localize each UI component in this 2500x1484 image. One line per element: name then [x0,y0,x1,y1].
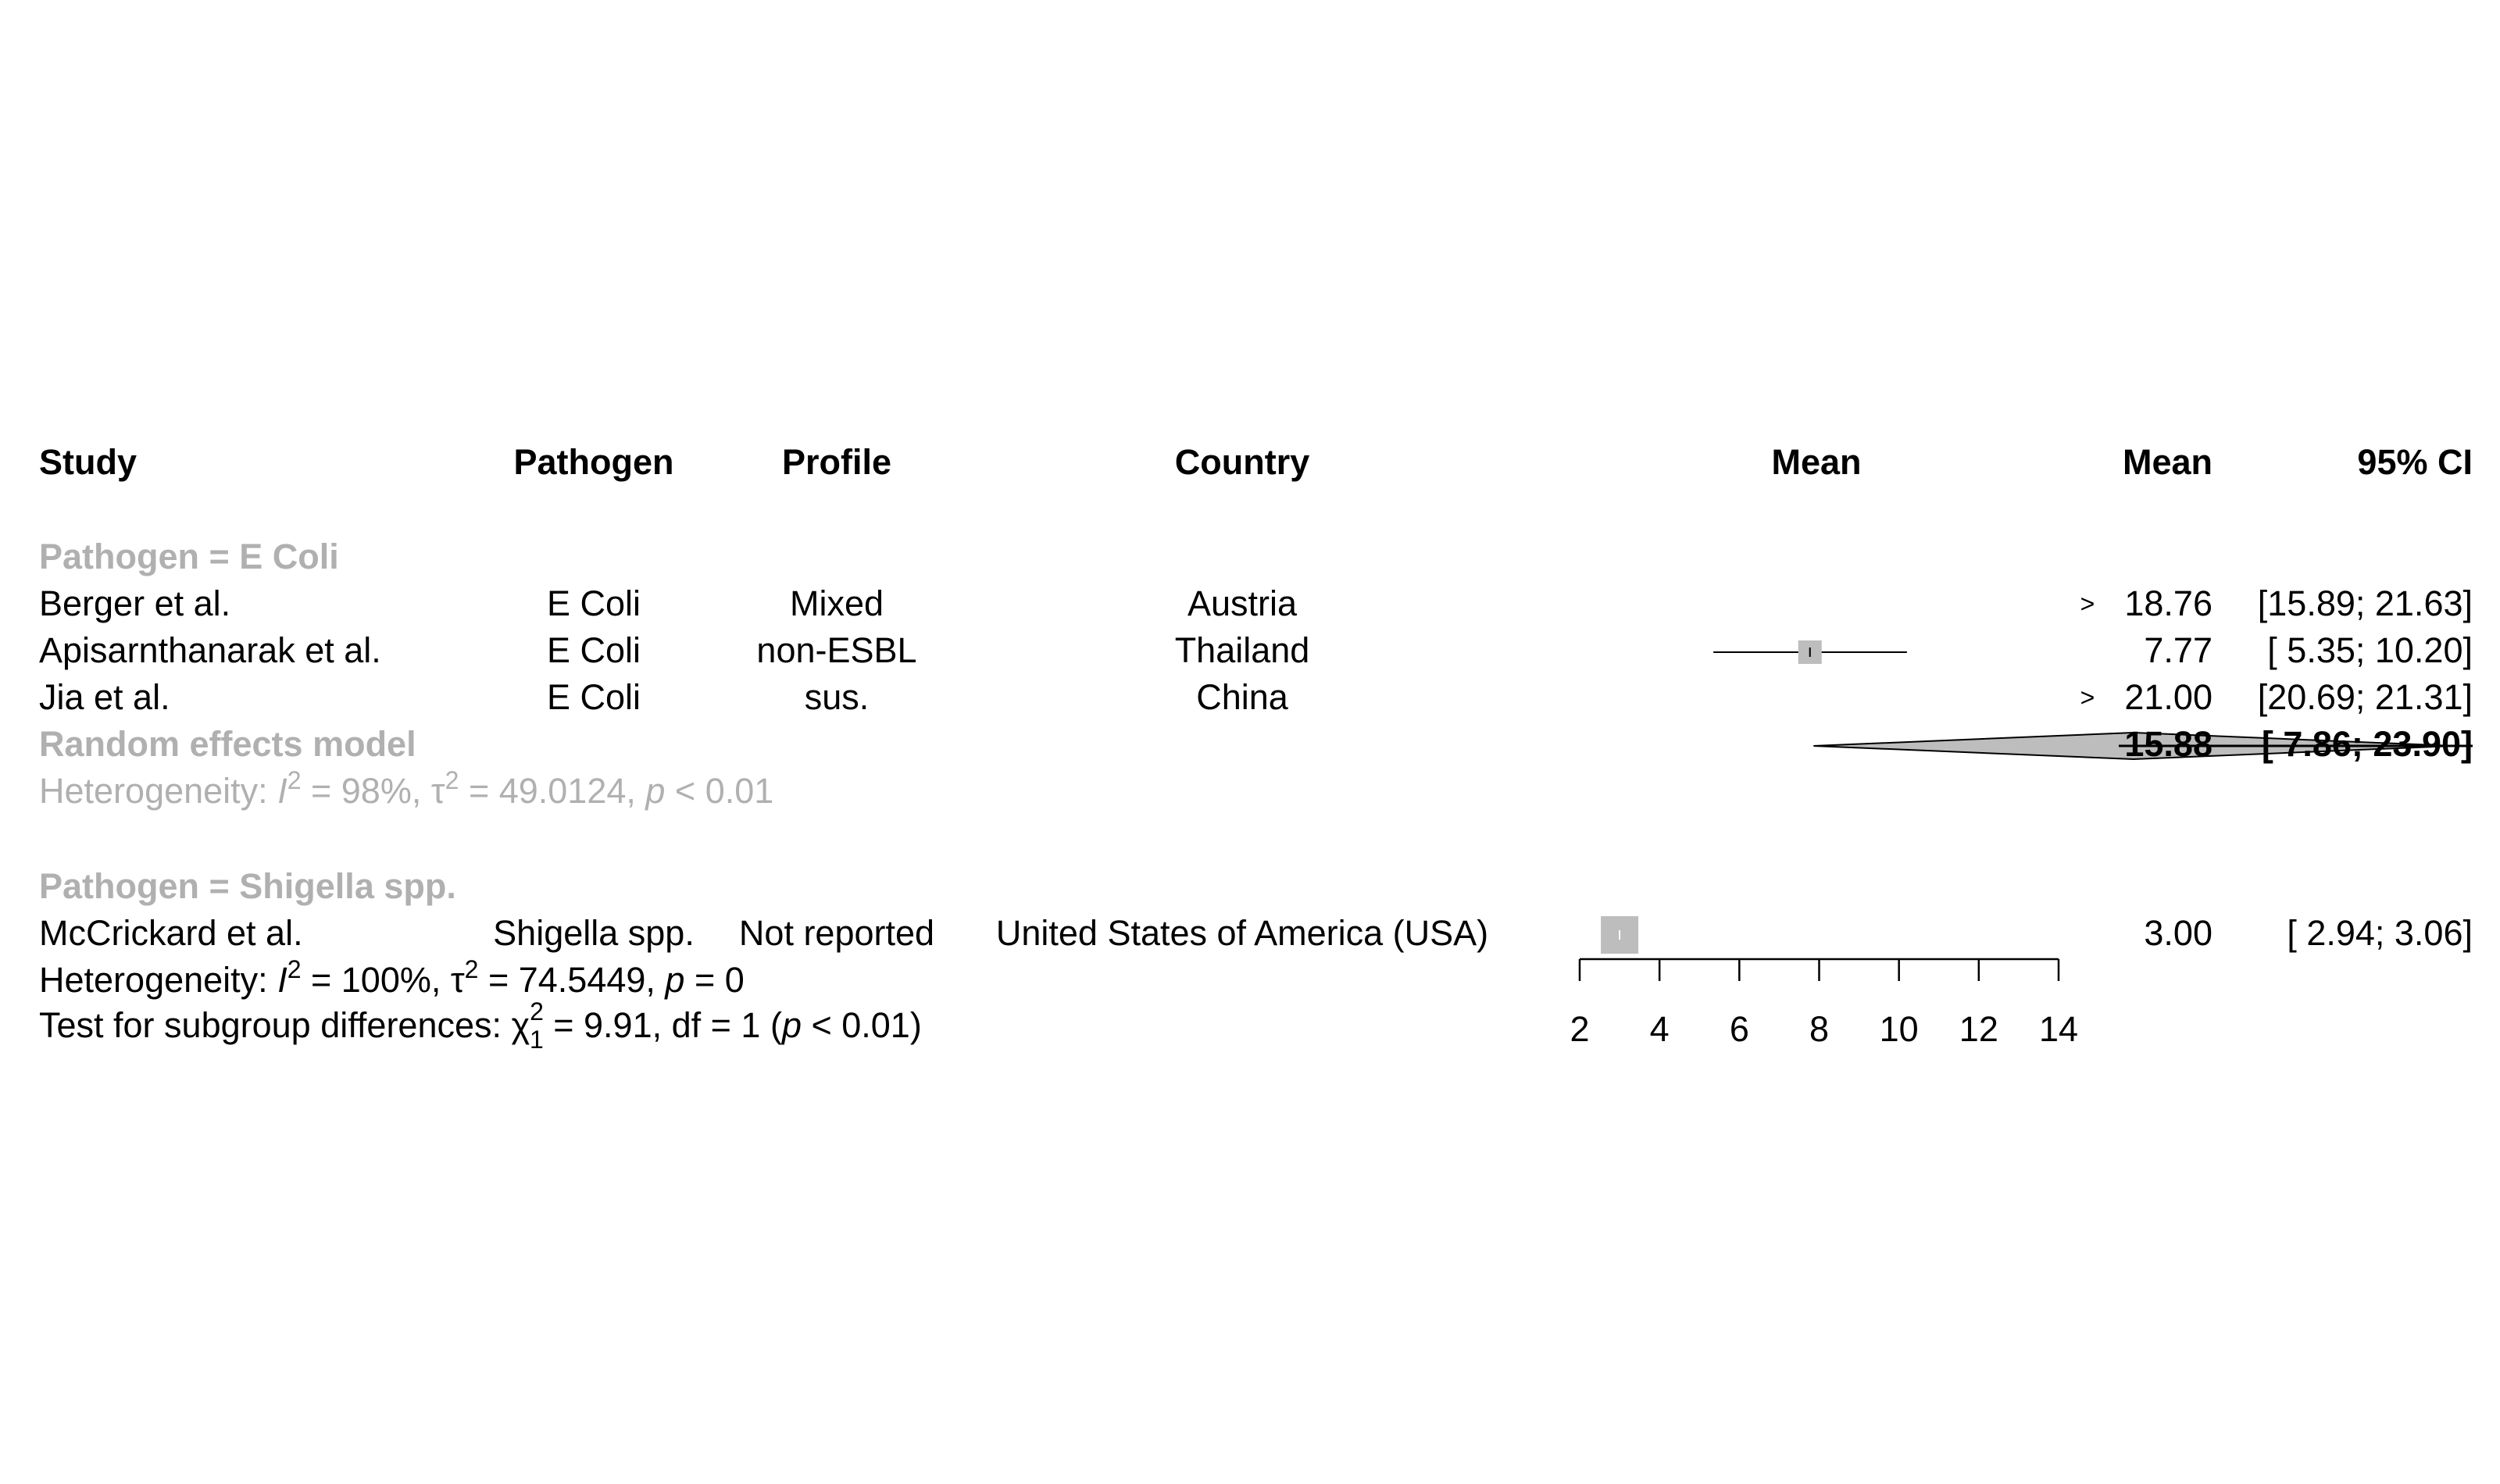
x-axis: 2 4 6 8 10 12 14 [1570,958,2078,1049]
heterogeneity-e-coli: Heterogeneity: I2 = 98%, τ2 = 49.0124, p… [39,766,773,811]
header-profile: Profile [782,442,891,482]
study-country: Thailand [1175,630,1310,670]
study-profile: Mixed [790,583,884,623]
study-row: Apisarnthanarak et al. E Coli non-ESBL T… [39,630,2473,670]
header-pathogen: Pathogen [513,442,673,482]
study-mean: 18.76 [2124,583,2212,623]
study-name: Jia et al. [39,677,170,717]
summary-mean: 15.88 [2124,724,2212,764]
study-mean: 3.00 [2144,913,2212,953]
study-pathogen: E Coli [547,630,641,670]
study-pathogen: E Coli [547,583,641,623]
group-label-shigella: Pathogen = Shigella spp. [39,866,456,906]
study-profile: non-ESBL [756,630,916,670]
summary-label: Random effects model [39,724,416,764]
study-pathogen: Shigella spp. [493,913,695,953]
study-name: Berger et al. [39,583,230,623]
study-country: Austria [1188,583,1298,623]
x-tick-label: 8 [1809,1009,1829,1049]
study-row: McCrickard et al. Shigella spp. Not repo… [39,913,2473,953]
off-scale-arrow: > [2080,590,2095,618]
study-ci: [15.89; 21.63] [2258,583,2473,623]
study-profile: sus. [805,677,870,717]
plot-marks [1601,640,1907,954]
x-tick-label: 6 [1730,1009,1749,1049]
column-headers: Study Pathogen Profile Country Mean Mean… [39,442,2473,482]
study-ci: [ 2.94; 3.06] [2287,913,2473,953]
study-estimate [1713,640,1907,664]
x-tick-label: 12 [1959,1009,1998,1049]
header-mean: Mean [2123,442,2212,482]
study-ci: [20.69; 21.31] [2258,677,2473,717]
summary-row: Random effects model 15.88 [ 7.86; 23.90… [39,724,2473,764]
header-country: Country [1175,442,1310,482]
study-profile: Not reported [739,913,934,953]
x-tick-label: 14 [2039,1009,2078,1049]
study-country: China [1196,677,1289,717]
study-mean: 21.00 [2124,677,2212,717]
summary-ci: [ 7.86; 23.90] [2262,724,2473,764]
x-tick-label: 4 [1650,1009,1670,1049]
study-estimate [1601,916,1639,954]
study-ci: [ 5.35; 10.20] [2267,630,2473,670]
header-ci: 95% CI [2357,442,2473,482]
header-plot-mean: Mean [1771,442,1861,482]
off-scale-arrow: > [2080,683,2095,712]
x-tick-label: 10 [1880,1009,1919,1049]
study-mean: 7.77 [2144,630,2212,670]
header-study: Study [39,442,137,482]
study-row: Berger et al. E Coli Mixed Austria > 18.… [39,583,2473,623]
study-name: McCrickard et al. [39,913,303,953]
study-row: Jia et al. E Coli sus. China > 21.00 [20… [39,677,2473,717]
x-tick-label: 2 [1570,1009,1589,1049]
study-pathogen: E Coli [547,677,641,717]
study-country: United States of America (USA) [996,913,1488,953]
subgroup-test: Test for subgroup differences: χ2 1 = 9.9… [39,997,922,1054]
group-label-e-coli: Pathogen = E Coli [39,537,339,576]
study-name: Apisarnthanarak et al. [39,630,381,670]
heterogeneity-shigella: Heterogeneity: I2 = 100%, τ2 = 74.5449, … [39,955,745,1000]
